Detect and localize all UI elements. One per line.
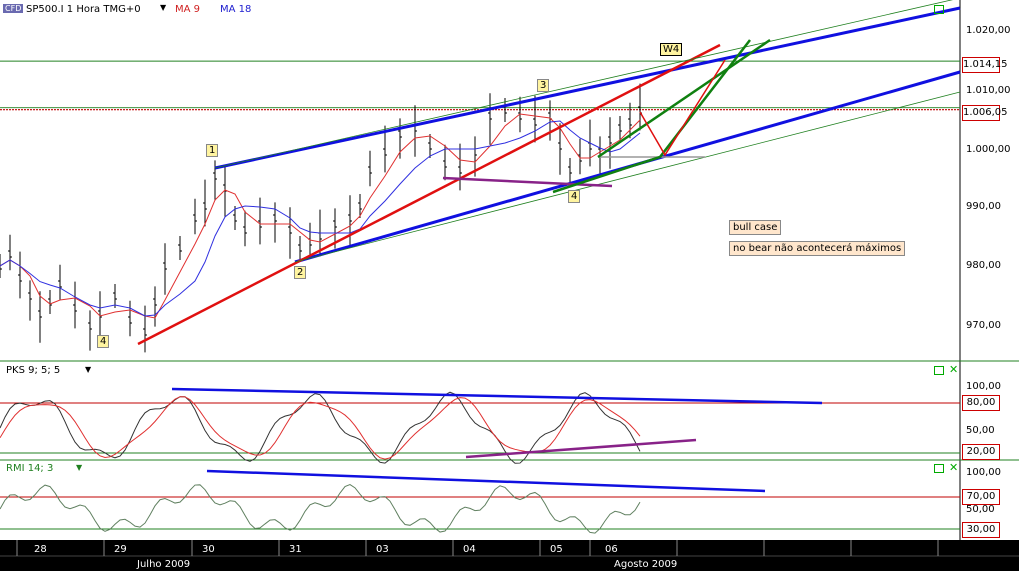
price-tick: 970,00 xyxy=(966,320,1001,331)
current-price-marker: 1.006,05 xyxy=(962,105,1008,121)
green-impulse-line xyxy=(552,39,751,194)
day-tick: 28 xyxy=(34,544,47,555)
chevron-down-icon[interactable]: ▼ xyxy=(85,365,92,374)
wave-label-4-low: 4 xyxy=(97,335,110,348)
maximize-icon[interactable] xyxy=(934,5,944,14)
wave-label-w4: W4 xyxy=(660,43,683,56)
day-tick: 04 xyxy=(463,544,476,555)
price-tick: 1.010,00 xyxy=(966,85,1011,96)
day-tick: 31 xyxy=(289,544,302,555)
close-icon[interactable]: ✕ xyxy=(949,461,959,474)
day-tick: 29 xyxy=(114,544,127,555)
rmi-tick: 100,00 xyxy=(966,467,1001,478)
pks-label[interactable]: PKS 9; 5; 5 xyxy=(6,365,61,376)
day-tick: 05 xyxy=(550,544,563,555)
ma-fast-label[interactable]: MA 9 xyxy=(175,4,201,15)
day-tick: 03 xyxy=(376,544,389,555)
maximize-icon[interactable] xyxy=(934,366,944,375)
rmi-tick: 50,00 xyxy=(966,504,995,515)
rmi-divergence-line xyxy=(206,469,766,493)
green-projection-line xyxy=(597,38,771,159)
high-level-marker: 1.014,15 xyxy=(962,57,1008,73)
bull-case-note: bull case xyxy=(729,220,782,235)
chevron-down-icon[interactable]: ▼ xyxy=(76,463,83,472)
pks-k-line xyxy=(0,391,641,464)
pks-tick: 50,00 xyxy=(966,425,995,436)
wave-label-3: 3 xyxy=(537,79,550,92)
month-label: Julho 2009 xyxy=(137,559,191,570)
rmi-line xyxy=(0,483,641,534)
red-projection-path xyxy=(639,59,726,157)
pks-upper-marker: 80,00 xyxy=(962,395,1000,411)
bear-case-note: no bear não acontecerá máximos xyxy=(729,241,906,256)
pks-lower-marker: 20,00 xyxy=(962,444,1000,460)
symbol-title[interactable]: SP500.I 1 Hora TMG+0 xyxy=(26,4,141,15)
price-tick: 1.020,00 xyxy=(966,25,1011,36)
rmi-label[interactable]: RMI 14; 3 xyxy=(6,463,54,474)
ma-slow-label[interactable]: MA 18 xyxy=(220,4,252,15)
wave-label-4-high: 4 xyxy=(568,190,581,203)
ma-slow-line xyxy=(0,120,641,317)
pks-support-line xyxy=(465,438,697,459)
close-icon[interactable]: ✕ xyxy=(949,363,959,376)
thin-green-trend-upper xyxy=(214,0,954,169)
price-tick: 980,00 xyxy=(966,260,1001,271)
maximize-icon[interactable] xyxy=(934,464,944,473)
day-tick: 30 xyxy=(202,544,215,555)
logo-badge: CFD xyxy=(3,4,24,13)
price-tick: 1.000,00 xyxy=(966,144,1011,155)
pks-divergence-line xyxy=(171,387,823,405)
rmi-lower-marker: 30,00 xyxy=(962,522,1000,538)
price-tick: 990,00 xyxy=(966,201,1001,212)
rmi-upper-marker: 70,00 xyxy=(962,489,1000,505)
day-tick: 06 xyxy=(605,544,618,555)
upper-channel-line xyxy=(214,6,961,170)
thin-green-trend xyxy=(294,91,961,263)
chevron-down-icon[interactable]: ▼ xyxy=(160,3,167,12)
pks-tick: 100,00 xyxy=(966,381,1001,392)
wave-label-1: 1 xyxy=(206,144,219,157)
wave-label-2: 2 xyxy=(294,266,307,279)
purple-support-line xyxy=(442,176,613,188)
red-trendline xyxy=(137,43,721,346)
month-label: Agosto 2009 xyxy=(614,559,678,570)
